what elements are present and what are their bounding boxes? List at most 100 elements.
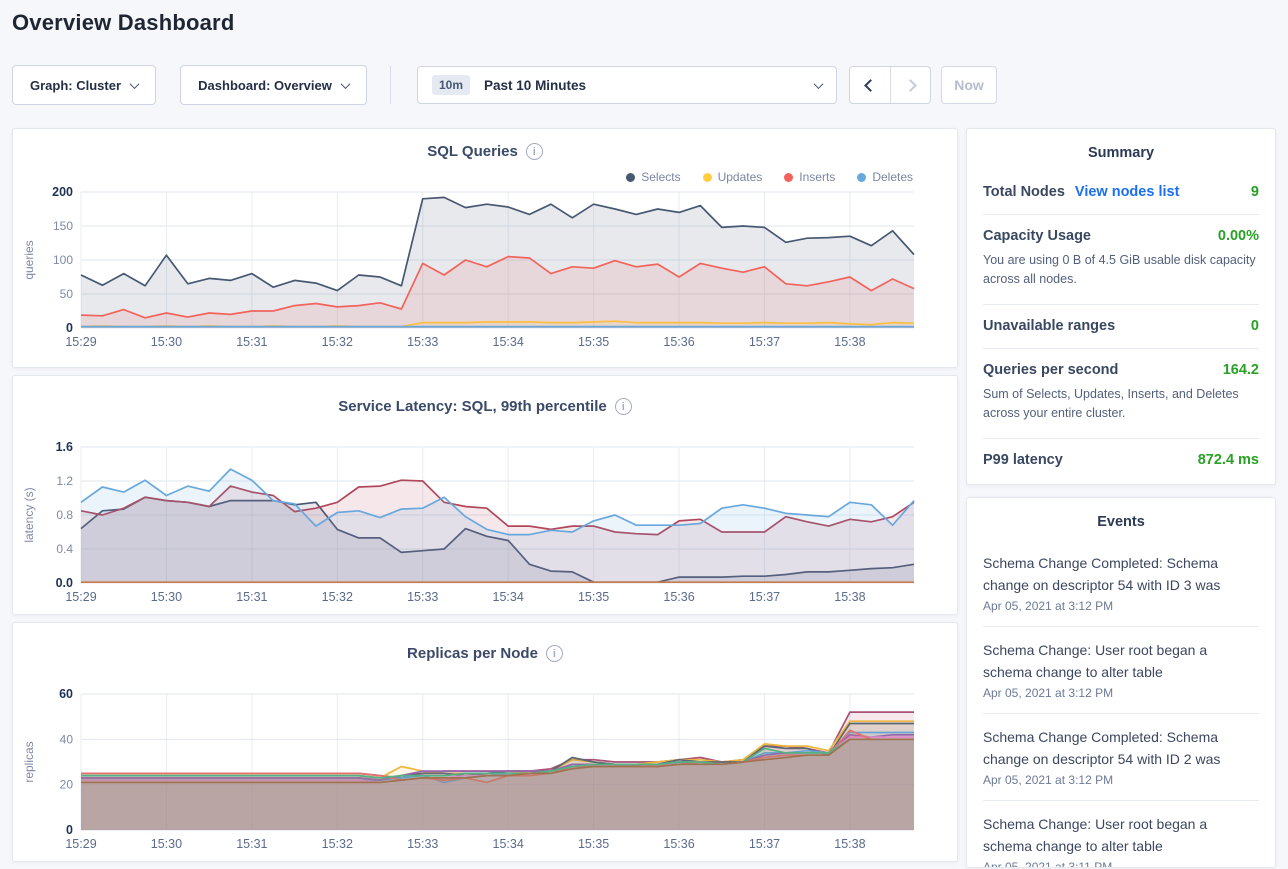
info-icon[interactable]: i <box>525 143 543 160</box>
summary-label: Unavailable ranges <box>983 317 1116 334</box>
svg-text:40: 40 <box>59 732 73 746</box>
svg-text:1.6: 1.6 <box>55 440 72 454</box>
svg-text:100: 100 <box>52 253 72 267</box>
svg-text:15:33: 15:33 <box>407 335 438 349</box>
svg-text:15:29: 15:29 <box>65 335 96 349</box>
events-title: Events <box>1097 514 1145 530</box>
svg-text:15:34: 15:34 <box>492 837 523 851</box>
summary-row-p99-latency: P99 latency 872.4 ms <box>983 437 1259 482</box>
summary-value: 9 <box>1250 184 1259 200</box>
svg-text:0: 0 <box>66 823 73 837</box>
toolbar-divider <box>390 66 391 104</box>
summary-label: Capacity Usage <box>983 228 1091 244</box>
toolbar: Graph: Cluster Dashboard: Overview 10m P… <box>12 65 997 105</box>
legend-item: Inserts <box>784 170 835 184</box>
legend-dot-icon <box>702 172 712 182</box>
graph-dropdown[interactable]: Graph: Cluster <box>12 65 156 105</box>
svg-text:15:38: 15:38 <box>834 837 865 851</box>
svg-text:150: 150 <box>52 219 72 233</box>
summary-label: Total Nodes <box>983 184 1065 200</box>
svg-text:15:36: 15:36 <box>663 837 694 851</box>
service-latency-panel: Service Latency: SQL, 99th percentile i … <box>12 375 958 615</box>
svg-text:15:35: 15:35 <box>577 837 608 851</box>
event-message: Schema Change Completed: Schema change o… <box>983 729 1221 767</box>
time-range-badge: 10m <box>432 75 471 95</box>
svg-text:15:32: 15:32 <box>321 590 352 604</box>
event-timestamp: Apr 05, 2021 at 3:12 PM <box>983 599 1114 613</box>
svg-text:200: 200 <box>52 186 73 199</box>
page-title: Overview Dashboard <box>12 10 235 35</box>
svg-text:15:30: 15:30 <box>150 335 181 349</box>
summary-value: 164.2 <box>1222 361 1259 378</box>
summary-value: 0 <box>1250 317 1259 334</box>
event-message: Schema Change: User root began a schema … <box>983 816 1208 854</box>
svg-text:replicas: replicas <box>22 741 36 782</box>
summary-row-unavailable-ranges: Unavailable ranges 0 <box>983 303 1259 348</box>
info-icon[interactable]: i <box>614 398 632 415</box>
summary-title: Summary <box>1087 145 1155 161</box>
svg-text:15:31: 15:31 <box>236 590 267 604</box>
svg-text:15:37: 15:37 <box>748 837 779 851</box>
svg-text:15:33: 15:33 <box>407 837 438 851</box>
summary-panel: Summary Total Nodes View nodes list 9 Ca… <box>966 128 1276 485</box>
svg-text:15:29: 15:29 <box>65 837 96 851</box>
now-button[interactable]: Now <box>941 66 997 104</box>
chevron-down-icon <box>129 78 140 89</box>
chevron-left-icon <box>863 78 877 92</box>
time-range-label: Past 10 Minutes <box>484 77 587 93</box>
summary-label: Queries per second <box>983 361 1119 378</box>
chart-legend: Selects Updates Inserts Deletes <box>13 168 957 186</box>
legend-dot-icon <box>857 172 867 182</box>
svg-text:15:29: 15:29 <box>65 590 96 604</box>
next-range-button[interactable] <box>890 67 930 103</box>
summary-row-capacity-usage: Capacity Usage 0.00% You are using 0 B o… <box>983 214 1259 304</box>
svg-text:15:36: 15:36 <box>663 335 694 349</box>
event-item: Schema Change: User root began a schema … <box>983 626 1259 713</box>
legend-label: Selects <box>641 170 681 184</box>
svg-text:0: 0 <box>66 321 73 335</box>
summary-description: You are using 0 B of 4.5 GiB usable disk… <box>983 253 1256 287</box>
svg-text:latency (s): latency (s) <box>22 487 36 542</box>
chart-title: Replicas per Node i <box>13 645 957 662</box>
event-item: Schema Change Completed: Schema change o… <box>983 713 1259 800</box>
replicas-per-node-panel: Replicas per Node i 15:29 15:30 15:31 15:32… <box>12 622 958 862</box>
event-item: Schema Change Completed: Schema change o… <box>983 540 1259 626</box>
summary-value: 872.4 ms <box>1197 451 1259 468</box>
sql-queries-chart[interactable]: 15:29 15:30 15:31 15:32 15:33 15:34 15:35 15:36… <box>19 186 952 358</box>
legend-item: Selects <box>626 170 681 184</box>
svg-text:15:30: 15:30 <box>150 837 181 851</box>
event-message: Schema Change Completed: Schema change o… <box>983 555 1221 593</box>
svg-text:15:38: 15:38 <box>834 590 865 604</box>
legend-item: Updates <box>702 170 763 184</box>
event-timestamp: Apr 05, 2021 at 3:11 PM <box>983 860 1113 868</box>
svg-text:15:35: 15:35 <box>577 335 608 349</box>
svg-text:1.2: 1.2 <box>56 474 73 488</box>
summary-label: P99 latency <box>983 451 1063 468</box>
chart-title-text: Service Latency: SQL, 99th percentile <box>338 398 607 415</box>
chart-title: Service Latency: SQL, 99th percentile i <box>13 398 957 415</box>
chart-title-text: SQL Queries <box>427 143 518 160</box>
info-icon[interactable]: i <box>545 645 563 662</box>
svg-text:queries: queries <box>22 240 36 279</box>
charts-column: SQL Queries i Selects Updates Inserts De… <box>12 128 958 869</box>
sql-queries-panel: SQL Queries i Selects Updates Inserts De… <box>12 128 958 368</box>
prev-range-button[interactable] <box>850 67 890 103</box>
svg-text:0.8: 0.8 <box>56 508 73 522</box>
summary-row-queries-per-second: Queries per second 164.2 Sum of Selects,… <box>983 347 1259 438</box>
svg-text:60: 60 <box>59 687 73 701</box>
svg-text:15:37: 15:37 <box>748 590 779 604</box>
graph-dropdown-label: Graph: Cluster <box>29 77 121 93</box>
event-timestamp: Apr 05, 2021 at 3:12 PM <box>983 773 1114 787</box>
legend-dot-icon <box>626 172 636 182</box>
service-latency-chart[interactable]: 15:29 15:30 15:31 15:32 15:33 15:34 15:35 15:36… <box>19 419 952 611</box>
chart-title-text: Replicas per Node <box>407 645 538 662</box>
legend-label: Updates <box>717 170 763 184</box>
legend-dot-icon <box>784 172 794 182</box>
replicas-per-node-chart[interactable]: 15:29 15:30 15:31 15:32 15:33 15:34 15:35 15:36… <box>19 666 952 858</box>
legend-label: Deletes <box>872 170 913 184</box>
view-nodes-list-link[interactable]: View nodes list <box>1074 184 1180 200</box>
event-timestamp: Apr 05, 2021 at 3:12 PM <box>983 686 1114 700</box>
dashboard-dropdown[interactable]: Dashboard: Overview <box>180 65 367 105</box>
time-range-picker[interactable]: 10m Past 10 Minutes <box>417 66 837 104</box>
event-item: Schema Change: User root began a schema … <box>983 800 1259 868</box>
